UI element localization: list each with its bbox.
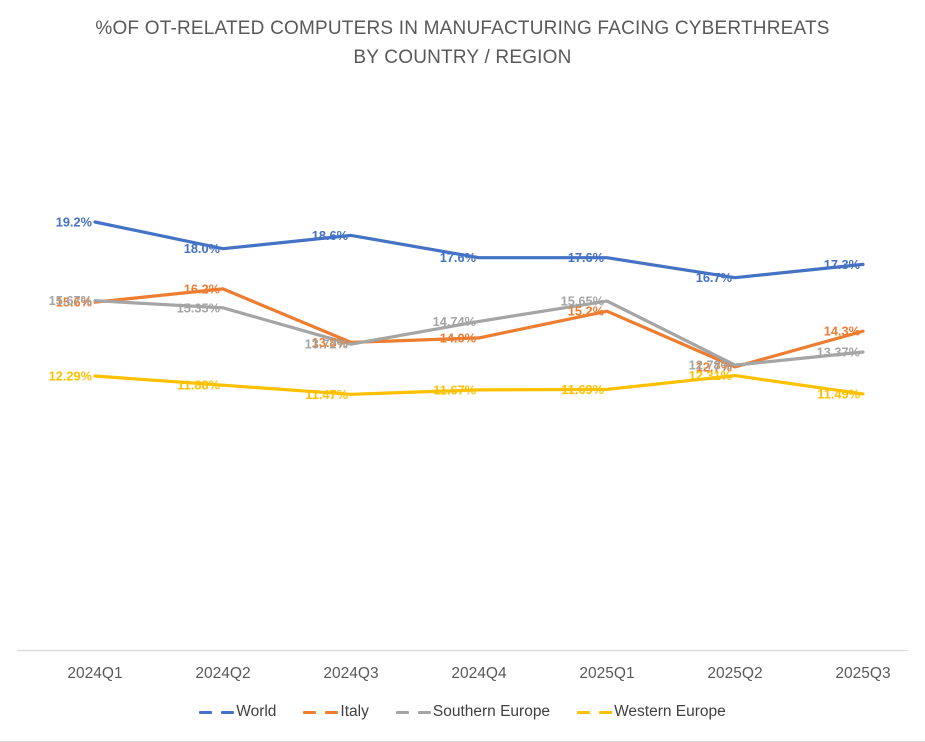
x-tick-2025q3: 2025Q3 (835, 665, 890, 682)
data-label-world-2024q2: 18.0% (184, 241, 221, 256)
legend-dash-icon (325, 710, 339, 714)
data-label-southern-europe-2024q4: 14.74% (433, 314, 477, 329)
data-label-italy-2024q3: 13.8% (312, 335, 349, 350)
legend-dash-icon (221, 710, 235, 714)
data-label-world-2024q4: 17.6% (440, 250, 477, 265)
data-label-italy-2025q3: 14.3% (824, 324, 861, 339)
data-label-italy-2024q1: 15.6% (56, 295, 93, 310)
data-label-southern-europe-2025q2: 12.78% (689, 358, 733, 373)
data-label-southern-europe-2024q2: 15.35% (177, 300, 221, 315)
legend-label: Italy (340, 703, 369, 720)
data-label-southern-europe-2025q3: 13.37% (817, 345, 861, 360)
legend-label: Western Europe (614, 703, 726, 720)
x-tick-2025q2: 2025Q2 (707, 665, 762, 682)
data-label-southern-europe-2024q1: 15.67% (49, 293, 93, 308)
data-label-southern-europe-2025q1: 15.65% (561, 294, 605, 309)
data-label-italy-2025q1: 15.2% (568, 304, 605, 319)
data-label-italy-2024q2: 16.2% (184, 281, 221, 296)
data-label-italy-2025q2: 12.7% (696, 359, 733, 374)
data-label-southern-europe-2024q3: 13.72% (305, 337, 349, 352)
legend-item-italy: Italy (303, 703, 369, 721)
data-label-world-2024q3: 18.6% (312, 228, 349, 243)
data-label-world-2025q2: 16.7% (696, 270, 733, 285)
chart-title-line2: BY COUNTRY / REGION (353, 47, 572, 68)
legend-label: World (236, 703, 277, 720)
series-line-italy (93, 287, 865, 369)
data-label-western-europe-2024q3: 11.47% (305, 387, 348, 402)
data-label-western-europe-2025q1: 11.69% (561, 382, 604, 397)
x-tick-2024q4: 2024Q4 (451, 665, 507, 682)
x-tick-2024q2: 2024Q2 (195, 665, 250, 682)
legend-dash-icon (599, 710, 613, 714)
data-label-world-2025q3: 17.3% (824, 257, 861, 272)
chart-title-line1: %OF OT-RELATED COMPUTERS IN MANUFACTURIN… (95, 18, 830, 39)
legend-dash-icon (395, 710, 409, 714)
chart-legend: World Italy Southern Europe Western Europe (0, 703, 925, 721)
data-label-western-europe-2025q2: 12.31% (689, 368, 733, 383)
legend-item-world: World (199, 703, 276, 721)
x-tick-2024q3: 2024Q3 (323, 665, 378, 682)
legend-dash-icon (199, 710, 213, 714)
chart-title: %OF OT-RELATED COMPUTERS IN MANUFACTURIN… (0, 14, 925, 72)
series-line-western-europe (93, 374, 865, 396)
legend-item-western-europe: Western Europe (577, 703, 726, 721)
data-label-western-europe-2024q1: 12.29% (49, 369, 93, 384)
data-label-world-2025q1: 17.6% (568, 250, 605, 265)
data-label-western-europe-2024q2: 11.88% (177, 378, 220, 393)
x-tick-2025q1: 2025Q1 (579, 665, 634, 682)
legend-label: Southern Europe (432, 703, 551, 720)
legend-dash-icon (417, 710, 431, 714)
series-line-southern-europe (93, 299, 865, 367)
data-label-western-europe-2025q3: 11.49% (817, 386, 860, 401)
data-label-italy-2024q4: 14.0% (440, 330, 477, 345)
series-line-world (93, 220, 865, 280)
data-label-western-europe-2024q4: 11.67% (433, 382, 476, 397)
legend-item-southern-europe: Southern Europe (395, 703, 551, 721)
data-label-world-2024q1: 19.2% (56, 215, 93, 230)
legend-dash-icon (577, 710, 591, 714)
x-tick-2024q1: 2024Q1 (67, 665, 122, 682)
legend-dash-icon (303, 710, 317, 714)
